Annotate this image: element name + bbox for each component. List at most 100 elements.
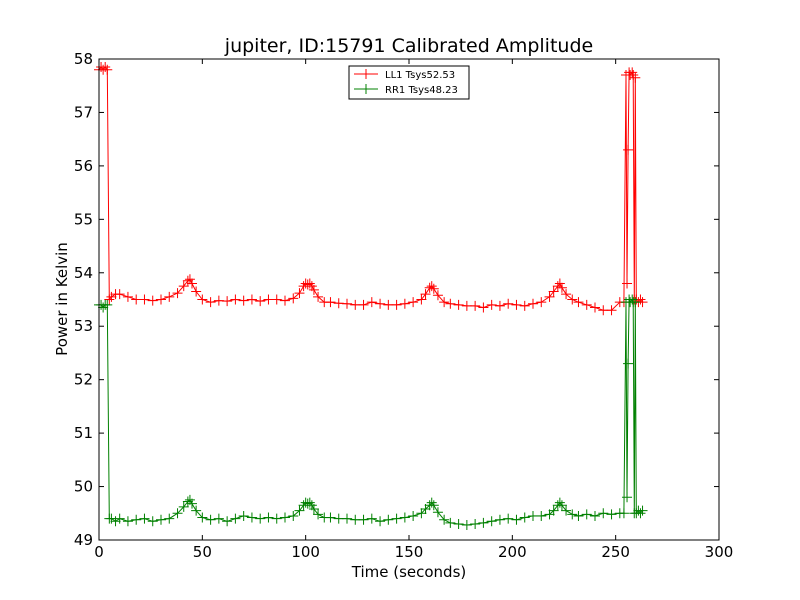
data-point [420,289,431,300]
data-point [544,291,555,302]
data-point [573,297,584,308]
data-point [630,72,641,83]
chart-title: jupiter, ID:15791 Calibrated Amplitude [224,35,593,57]
data-point [222,516,233,527]
data-point [102,64,113,75]
x-tick-label: 250 [601,543,630,561]
data-point [606,509,617,520]
data-point [426,497,437,508]
data-point [470,300,481,311]
data-point [358,299,369,310]
data-point [263,512,274,523]
data-point [428,283,439,294]
data-point [519,300,530,311]
data-point [511,299,522,310]
data-point [114,289,125,300]
data-point [478,302,489,313]
data-point [552,281,563,292]
data-point [590,302,600,313]
data-point [494,514,505,525]
data-point [439,297,450,308]
data-point [426,281,437,292]
data-point [308,284,319,295]
data-point [187,498,197,509]
ticks-layer: 0 50 100 150 200 250 300 49 50 51 52 53 54 55 56 57 58 [74,50,733,561]
data-point [288,293,299,304]
legend-item-1: LL1 Tsys52.53 [354,69,455,81]
data-point [581,299,592,310]
data-point [561,289,572,300]
data-point [342,298,352,309]
data-point [556,500,567,511]
x-tick-label: 50 [193,543,212,561]
y-tick-label: 49 [74,531,93,549]
y-tick-label: 53 [74,317,93,335]
data-point [399,512,410,523]
data-point [494,300,505,311]
data-point [184,274,195,285]
data-point [567,509,578,520]
data-point [622,278,633,289]
data-point [313,509,324,520]
data-point [308,504,319,515]
data-point [178,281,189,292]
data-point [271,294,282,305]
data-point [627,67,638,78]
data-point [333,298,344,309]
data-point [294,505,305,516]
data-point [623,144,634,155]
data-point [486,516,497,527]
data-point [519,512,530,523]
data-point [191,286,202,297]
data-point [590,510,600,521]
data-point [230,294,241,305]
legend-item-2: RR1 Tsys48.23 [354,84,458,96]
data-point [581,509,592,520]
data-point [439,514,450,525]
data-point [164,291,175,302]
data-point [424,282,435,293]
data-point [139,513,150,524]
data-point [156,514,166,525]
legend-marker [361,84,371,94]
data-point [147,295,158,306]
y-tick-label: 51 [74,424,93,442]
data-point [445,517,456,528]
data-point [131,514,142,525]
data-point [554,497,565,508]
data-point [104,294,115,305]
data-point [622,492,633,503]
data-point [366,297,377,308]
data-point [213,295,224,306]
y-tick-label: 50 [74,478,93,496]
y-tick-label: 57 [74,103,93,121]
y-tick-label: 55 [74,210,93,228]
data-point [246,512,257,523]
data-point [325,297,336,308]
data-point [375,516,386,527]
data-point [432,507,443,518]
data-point [528,298,538,309]
data-point [567,294,578,305]
data-point [197,294,208,305]
data-point [548,286,559,297]
data-point [139,294,150,305]
data-point [172,288,183,299]
data-point [230,513,241,524]
data-point [375,298,386,309]
data-point [503,298,514,309]
data-point [122,516,133,527]
data-point [628,70,639,81]
data-point [366,513,377,524]
data-point [313,291,324,302]
data-point [280,295,290,306]
data-point [205,514,216,525]
data-point [304,497,315,508]
data-point [623,358,634,369]
data-point [302,498,313,509]
data-point [445,298,456,309]
data-point [408,297,419,308]
x-tick-label: 150 [395,543,424,561]
data-point [182,275,193,286]
